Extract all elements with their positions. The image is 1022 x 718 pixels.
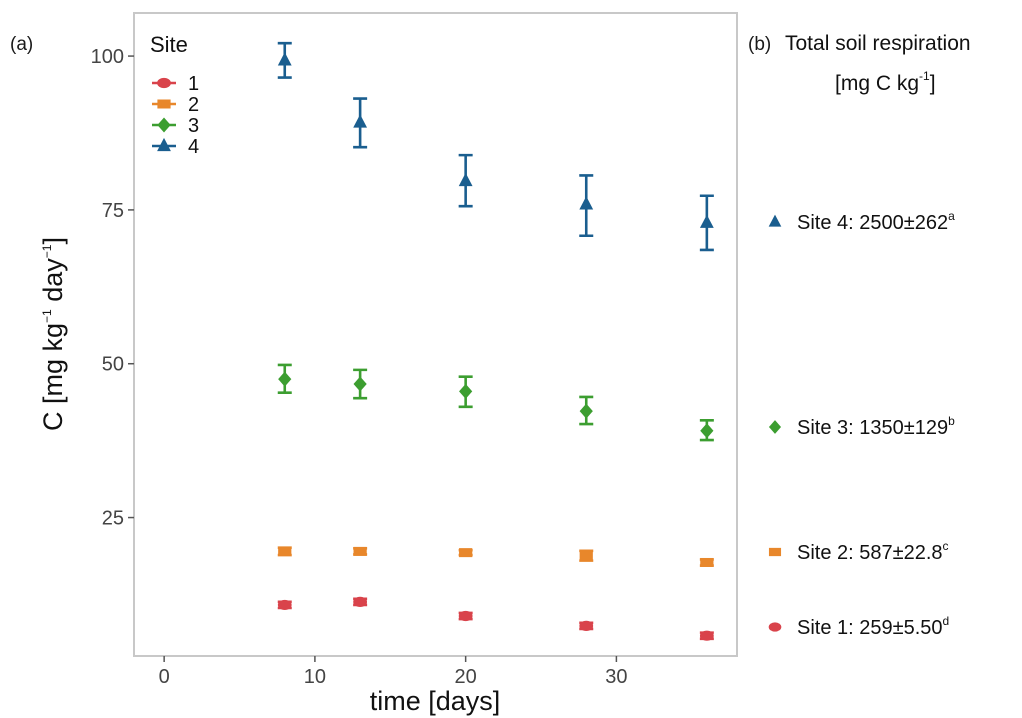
- data-point: [353, 114, 368, 128]
- data-point: [277, 52, 292, 66]
- data-point: [700, 557, 714, 567]
- y-axis: 25 50 75 100: [91, 46, 134, 530]
- series-4: [277, 41, 714, 252]
- panel-b-title-line2: [mg C kg-1]: [835, 69, 936, 95]
- legend-key-marker: [157, 137, 171, 152]
- panel-b-title-line1: Total soil respiration: [785, 32, 971, 55]
- y-tick-label: 50: [102, 354, 124, 376]
- legend-label: 3: [188, 115, 199, 137]
- plot-panel: [133, 12, 738, 657]
- data-point: [353, 596, 368, 607]
- site-total-label: Site 3: 1350±129b: [797, 414, 955, 439]
- site-total-label: Site 1: 259±5.50d: [797, 614, 949, 639]
- site-total-marker: [768, 547, 782, 557]
- y-tick-label: 75: [102, 200, 124, 222]
- site-total-marker: [768, 420, 782, 434]
- x-tick-label: 10: [304, 666, 326, 688]
- y-tick-label: 25: [102, 508, 124, 530]
- x-axis: 0 10 20 30: [159, 656, 628, 688]
- legend-key-marker: [157, 99, 171, 109]
- data-point: [699, 630, 714, 641]
- y-tick-label: 100: [91, 46, 124, 68]
- data-point: [277, 599, 292, 611]
- data-point: [579, 196, 594, 210]
- data-point: [278, 546, 292, 556]
- panel-b-label: (b): [748, 34, 771, 55]
- y-axis-title: C [mg kg−1 day−1]: [38, 237, 68, 431]
- legend-key-marker: [157, 77, 171, 89]
- site-total-label: Site 2: 587±22.8c: [797, 539, 949, 564]
- series-1: [277, 596, 714, 641]
- data-point: [353, 376, 367, 392]
- series-2: [277, 546, 714, 567]
- panel-b-entries: Site 4: 2500±262a Site 3: 1350±129b Site 2…: [768, 209, 955, 639]
- data-point: [459, 548, 473, 558]
- data-point: [579, 403, 593, 419]
- data-point: [700, 423, 714, 439]
- site-total-marker: [768, 214, 782, 227]
- data-point: [458, 610, 473, 622]
- x-tick-label: 20: [455, 666, 477, 688]
- site-total-marker: [768, 622, 782, 632]
- site-total-label: Site 4: 2500±262a: [797, 209, 955, 234]
- legend-key-marker: [157, 117, 171, 133]
- data-point: [458, 172, 473, 187]
- x-tick-label: 0: [159, 666, 170, 688]
- data-point: [579, 620, 594, 631]
- data-point: [699, 214, 714, 228]
- data-point: [459, 383, 473, 399]
- legend-label: 4: [188, 136, 199, 158]
- series-3: [277, 363, 714, 442]
- legend-label: 1: [188, 73, 199, 95]
- panel-a-label: (a): [10, 34, 33, 55]
- legend-label: 2: [188, 94, 199, 116]
- legend-title: Site: [150, 32, 188, 57]
- x-axis-title: time [days]: [370, 686, 501, 716]
- x-tick-label: 30: [605, 666, 627, 688]
- data-point: [353, 546, 367, 556]
- data-point: [579, 551, 593, 561]
- data-point: [278, 371, 292, 387]
- data-layer: [277, 41, 714, 641]
